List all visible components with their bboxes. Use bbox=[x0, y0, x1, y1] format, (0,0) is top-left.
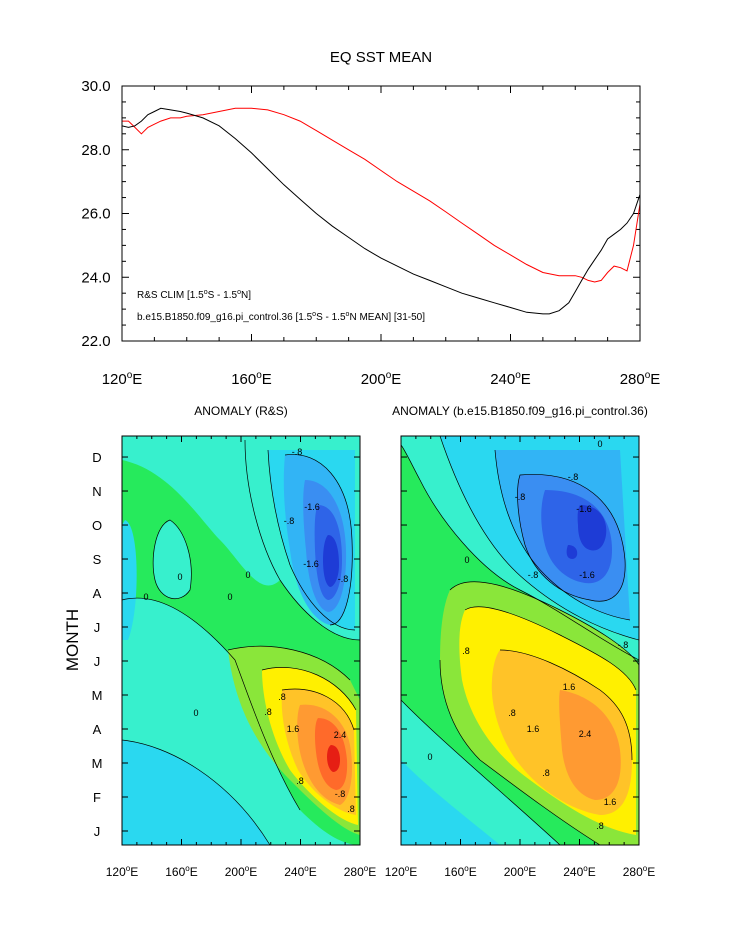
contour-label: .8 bbox=[296, 776, 304, 786]
month-label: J bbox=[94, 824, 101, 839]
anomaly-rs-title: ANOMALY (R&S) bbox=[194, 404, 288, 418]
month-label: M bbox=[92, 688, 103, 703]
month-label: O bbox=[92, 518, 102, 533]
contour-label: -.8 bbox=[335, 789, 346, 799]
lon-label: 160oE bbox=[444, 864, 477, 879]
month-label: N bbox=[92, 484, 101, 499]
line-chart-x-tick-labels: 120oE 160oE 200oE 240oE 280oE bbox=[102, 370, 661, 388]
contour-label: .8 bbox=[508, 708, 516, 718]
contour-label: 0 bbox=[227, 592, 232, 602]
month-label: D bbox=[92, 450, 101, 465]
contour-label: -1.6 bbox=[304, 502, 320, 512]
contour-label: .8 bbox=[596, 821, 604, 831]
contour-label: -.8 bbox=[284, 516, 295, 526]
x-tick-label: 280oE bbox=[620, 370, 661, 388]
month-label: J bbox=[94, 654, 101, 669]
lon-label: 200oE bbox=[225, 864, 258, 879]
x-tick-label: 240oE bbox=[490, 370, 531, 388]
contour-label: .8 bbox=[347, 804, 355, 814]
legend-rs-clim: R&S CLIM [1.5oS - 1.5oN] bbox=[137, 289, 251, 301]
anomaly-rs-heatmap: ANOMALY (R&S) bbox=[92, 404, 377, 879]
contour-label: .8 bbox=[462, 646, 470, 656]
anomaly-model-title: ANOMALY (b.e15.B1850.f09_g16.pi_control.… bbox=[392, 404, 648, 418]
month-label: A bbox=[93, 586, 102, 601]
contour-label: 0 bbox=[245, 570, 250, 580]
contour-label: 1.6 bbox=[604, 797, 617, 807]
y-tick-label: 28.0 bbox=[81, 142, 110, 159]
anomaly-model-heatmap: ANOMALY (b.e15.B1850.f09_g16.pi_control.… bbox=[385, 404, 656, 879]
contour-label: -.8 bbox=[618, 640, 629, 650]
contour-label: .8 bbox=[264, 707, 272, 717]
anomaly-model-lon-labels: 120oE 160oE 200oE 240oE 280oE bbox=[385, 864, 656, 879]
contour-label: 0 bbox=[143, 592, 148, 602]
line-chart-frame bbox=[121, 85, 641, 342]
anomaly-rs-lon-labels: 120oE 160oE 200oE 240oE 280oE bbox=[106, 864, 377, 879]
month-label: J bbox=[94, 620, 101, 635]
line-chart-ticks bbox=[121, 85, 641, 342]
line-chart-title: EQ SST MEAN bbox=[330, 49, 432, 66]
anomaly-model-contour-labels: 0 -.8 -.8 -1.6 -1.6 -.8 .8 .8 .8 1.6 1.6 2.4 1.6 .8 0 0… bbox=[427, 439, 628, 831]
y-tick-label: 30.0 bbox=[81, 78, 110, 95]
contour-label: 0 bbox=[177, 572, 182, 582]
y-tick-label: 26.0 bbox=[81, 206, 110, 223]
contour-label: -.8 bbox=[515, 492, 526, 502]
contour-label: -1.6 bbox=[579, 570, 595, 580]
x-tick-label: 160oE bbox=[231, 370, 272, 388]
contour-label: 0 bbox=[193, 708, 198, 718]
contour-label: 1.6 bbox=[527, 724, 540, 734]
month-label: S bbox=[93, 552, 102, 567]
lon-label: 280oE bbox=[344, 864, 377, 879]
month-label: M bbox=[92, 756, 103, 771]
contour-label: 2.4 bbox=[579, 729, 592, 739]
contour-label: -.8 bbox=[292, 447, 303, 457]
lon-label: 120oE bbox=[106, 864, 139, 879]
anomaly-model-field bbox=[401, 436, 639, 845]
lon-label: 200oE bbox=[504, 864, 537, 879]
lon-label: 240oE bbox=[284, 864, 317, 879]
contour-label: -1.6 bbox=[576, 504, 592, 514]
contour-label: -.8 bbox=[528, 570, 539, 580]
lon-label: 280oE bbox=[623, 864, 656, 879]
anomaly-rs-ticks bbox=[121, 436, 361, 845]
y-tick-label: 22.0 bbox=[81, 333, 110, 350]
contour-label: 1.6 bbox=[563, 682, 576, 692]
contour-label: .8 bbox=[542, 768, 550, 778]
anomaly-rs-field bbox=[122, 436, 360, 845]
contour-label: 0 bbox=[427, 752, 432, 762]
lon-label: 160oE bbox=[165, 864, 198, 879]
anomaly-rs-month-labels: J F M A M J J A S O N D bbox=[92, 450, 103, 839]
contour-label: -.8 bbox=[568, 472, 579, 482]
x-tick-label: 120oE bbox=[102, 370, 143, 388]
y-tick-label: 24.0 bbox=[81, 269, 110, 286]
contour-label: 0 bbox=[597, 439, 602, 449]
anomaly-model-ticks bbox=[400, 436, 640, 845]
month-label: A bbox=[93, 722, 102, 737]
lon-label: 120oE bbox=[385, 864, 418, 879]
contour-label: -.8 bbox=[338, 574, 349, 584]
y-axis-label-month: MONTH bbox=[63, 609, 82, 671]
sst-mean-line-chart: EQ SST MEAN 30.0 28.0 26.0 24.0 22.0 120oE 16… bbox=[81, 49, 660, 388]
contour-label: 0 bbox=[464, 555, 469, 565]
legend-model: b.e15.B1850.f09_g16.pi_control.36 [1.5oS… bbox=[137, 311, 425, 323]
contour-label: .8 bbox=[278, 692, 286, 702]
lon-label: 240oE bbox=[563, 864, 596, 879]
line-chart-y-tick-labels: 30.0 28.0 26.0 24.0 22.0 bbox=[81, 78, 110, 350]
series-rs-clim-line bbox=[122, 107, 640, 283]
series-model-line bbox=[122, 107, 640, 315]
contour-label: 2.4 bbox=[334, 730, 347, 740]
contour-label: -1.6 bbox=[303, 559, 319, 569]
month-label: F bbox=[93, 790, 101, 805]
x-tick-label: 200oE bbox=[361, 370, 402, 388]
contour-label: 1.6 bbox=[287, 724, 300, 734]
